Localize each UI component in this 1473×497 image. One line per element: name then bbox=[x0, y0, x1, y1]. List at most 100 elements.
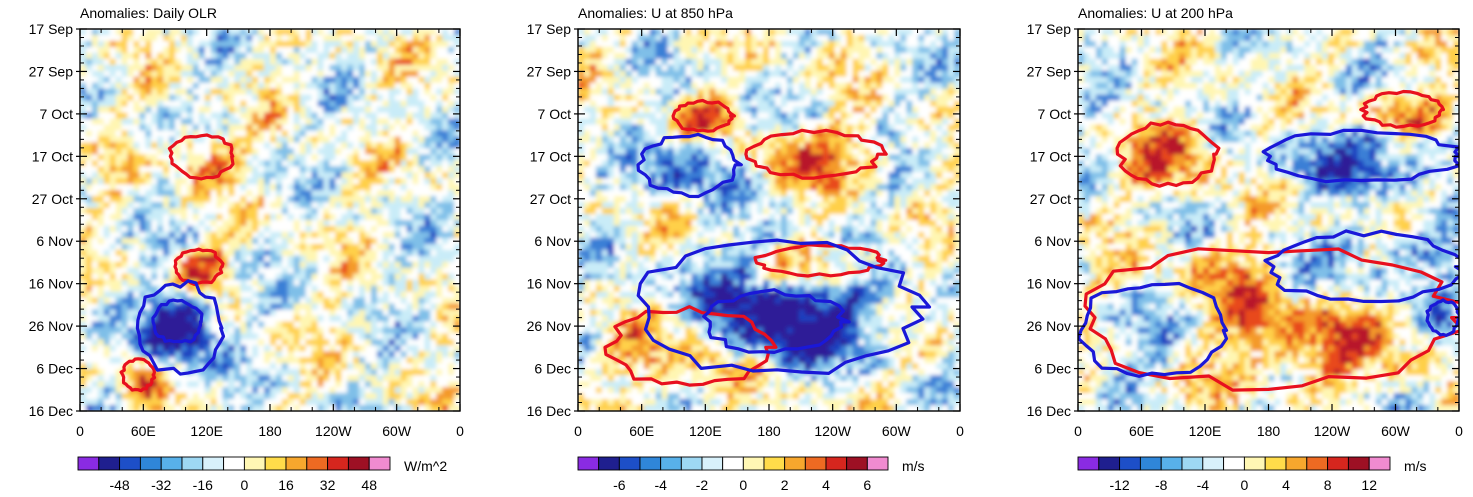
panel-1: Anomalies: Daily OLR 17 Sep 27 Sep 7 Oct 17 … bbox=[29, 5, 464, 493]
y-tick-label: 16 Dec bbox=[527, 403, 571, 419]
contour-positive bbox=[167, 133, 235, 181]
colorbar-tick-label: -12 bbox=[1109, 477, 1129, 493]
colorbar-tick-label: -6 bbox=[613, 477, 626, 493]
colorbar-box bbox=[804, 456, 827, 471]
y-tick-label: 6 Nov bbox=[1034, 233, 1071, 249]
colorbar-tick-label: 12 bbox=[1361, 477, 1377, 493]
colorbar-tick-label: 16 bbox=[278, 477, 294, 493]
contour-negative bbox=[151, 298, 204, 344]
y-tick-label: 6 Dec bbox=[36, 361, 73, 377]
colorbar-tick-label: 8 bbox=[1324, 477, 1332, 493]
colorbar-box bbox=[846, 456, 868, 471]
x-tick-label: 0 bbox=[574, 423, 582, 439]
y-tick-label: 26 Nov bbox=[1027, 318, 1071, 334]
contour-positive bbox=[744, 128, 888, 180]
y-tick-label: 16 Nov bbox=[29, 276, 73, 292]
colorbar-box bbox=[1306, 456, 1329, 471]
colorbar-tick-label: -32 bbox=[151, 477, 171, 493]
y-tick-label: 16 Nov bbox=[527, 276, 571, 292]
y-tick-label: 16 Dec bbox=[29, 403, 73, 419]
colorbar-box bbox=[680, 456, 703, 471]
colorbar-units: W/m^2 bbox=[404, 458, 447, 474]
colorbar-box bbox=[1077, 456, 1100, 471]
y-tick-label: 17 Sep bbox=[1027, 21, 1072, 37]
colorbar-box bbox=[660, 456, 682, 471]
colorbar-box bbox=[1160, 456, 1183, 471]
y-tick-label: 6 Nov bbox=[36, 233, 73, 249]
colorbar-box bbox=[1181, 456, 1204, 471]
contour-positive bbox=[173, 247, 225, 286]
x-tick-label: 120W bbox=[814, 423, 851, 439]
colorbar-box bbox=[1264, 456, 1287, 471]
x-tick-label: 120W bbox=[315, 423, 352, 439]
colorbar-tick-label: 2 bbox=[781, 477, 789, 493]
y-tick-label: 27 Sep bbox=[29, 63, 74, 79]
y-tick-label: 7 Oct bbox=[40, 106, 74, 122]
colorbar-box bbox=[306, 456, 329, 471]
colorbar-box bbox=[98, 456, 121, 471]
colorbar-box bbox=[1285, 456, 1308, 471]
colorbar-box bbox=[1098, 456, 1121, 471]
x-tick-label: 180 bbox=[1257, 423, 1281, 439]
colorbar-tick-label: 0 bbox=[241, 477, 249, 493]
colorbar-tick-label: 4 bbox=[822, 477, 830, 493]
colorbar-box bbox=[722, 456, 744, 471]
y-tick-label: 27 Sep bbox=[527, 63, 572, 79]
colorbar-box bbox=[618, 456, 641, 471]
y-tick-label: 17 Oct bbox=[32, 148, 73, 164]
colorbar-box bbox=[1202, 456, 1225, 471]
colorbar-units: m/s bbox=[902, 458, 925, 474]
colorbar-box bbox=[327, 456, 349, 471]
y-tick-label: 6 Dec bbox=[534, 361, 571, 377]
colorbar-box bbox=[160, 456, 183, 471]
colorbar-tick-label: -8 bbox=[1155, 477, 1168, 493]
y-tick-label: 27 Sep bbox=[1027, 63, 1072, 79]
colorbar-tick-label: 6 bbox=[863, 477, 871, 493]
contour-negative bbox=[636, 132, 743, 199]
colorbar-box bbox=[866, 456, 889, 471]
contour-positive bbox=[1359, 89, 1445, 129]
anomaly-field bbox=[80, 29, 460, 411]
colorbar-box bbox=[825, 456, 848, 471]
colorbar-box bbox=[577, 456, 600, 471]
x-tick-label: 120E bbox=[1189, 423, 1222, 439]
colorbar-tick-label: -2 bbox=[696, 477, 709, 493]
panel-title: Anomalies: U at 850 hPa bbox=[578, 5, 733, 21]
y-tick-label: 17 Sep bbox=[29, 21, 74, 37]
panel-title: Anomalies: U at 200 hPa bbox=[1078, 5, 1233, 21]
colorbar-box bbox=[347, 456, 370, 471]
y-tick-label: 26 Nov bbox=[527, 318, 571, 334]
colorbar-box bbox=[1119, 456, 1141, 471]
x-tick-label: 60W bbox=[382, 423, 412, 439]
contour-negative bbox=[1425, 298, 1459, 337]
contour-positive bbox=[671, 98, 736, 133]
colorbar-tick-label: 4 bbox=[1282, 477, 1290, 493]
y-tick-label: 27 Oct bbox=[32, 191, 73, 207]
contour-positive bbox=[119, 357, 157, 393]
colorbar-box bbox=[763, 456, 786, 471]
x-tick-label: 120E bbox=[190, 423, 223, 439]
x-tick-label: 0 bbox=[76, 423, 84, 439]
y-tick-label: 17 Sep bbox=[527, 21, 572, 37]
colorbar-tick-label: -48 bbox=[109, 477, 129, 493]
colorbar-box bbox=[639, 456, 662, 471]
colorbar-box bbox=[139, 456, 162, 471]
colorbar-box bbox=[1223, 456, 1245, 471]
contour-negative bbox=[1261, 128, 1459, 184]
colorbar-box bbox=[264, 456, 287, 471]
y-tick-label: 27 Oct bbox=[530, 191, 571, 207]
colorbar: -6 -4 -2 0 2 4 6 m/s bbox=[577, 456, 925, 493]
y-tick-label: 17 Oct bbox=[530, 148, 571, 164]
y-tick-label: 7 Oct bbox=[1038, 106, 1072, 122]
panel-title: Anomalies: Daily OLR bbox=[80, 5, 217, 21]
colorbar: -48 -32 -16 0 16 32 48 W/m^2 bbox=[77, 456, 447, 493]
colorbar-box bbox=[119, 456, 141, 471]
colorbar-tick-label: -4 bbox=[654, 477, 667, 493]
colorbar-box bbox=[181, 456, 204, 471]
contour-negative bbox=[702, 288, 851, 354]
anomaly-field bbox=[1078, 29, 1459, 411]
contour-positive bbox=[1115, 120, 1221, 188]
y-tick-label: 6 Nov bbox=[534, 233, 571, 249]
colorbar-tick-label: 0 bbox=[1241, 477, 1249, 493]
